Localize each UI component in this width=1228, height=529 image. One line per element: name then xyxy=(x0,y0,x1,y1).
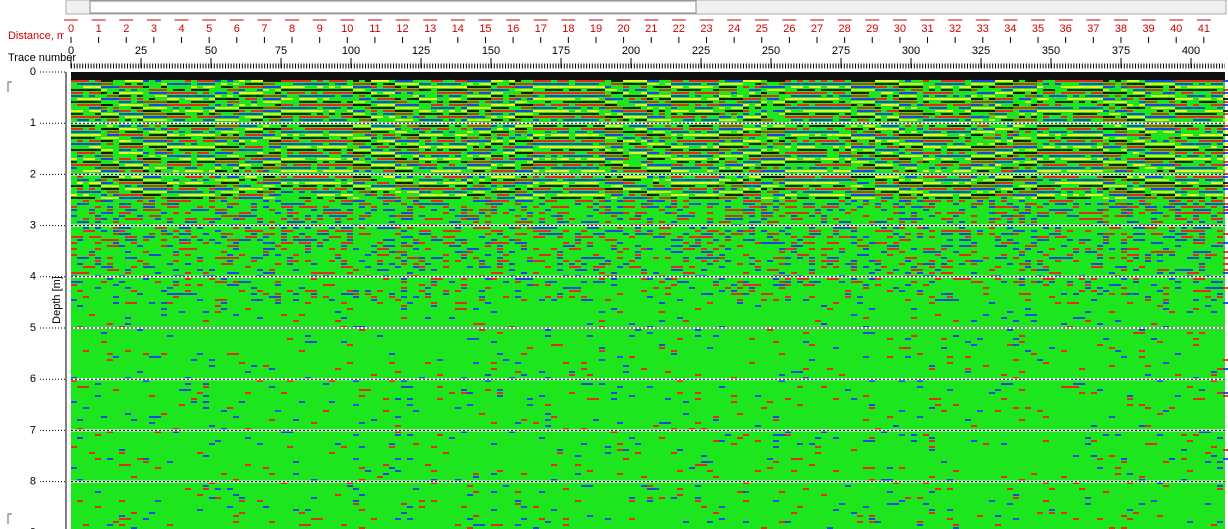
distance-tick-label: 40 xyxy=(1170,23,1182,35)
trace-tick-label: 275 xyxy=(832,45,850,57)
distance-tick-label: 41 xyxy=(1198,23,1210,35)
trace-tick-label: 225 xyxy=(692,45,710,57)
distance-tick-label: 17 xyxy=(535,23,547,35)
depth-tick-label: 8 xyxy=(30,476,36,488)
distance-tick-label: 15 xyxy=(479,23,491,35)
distance-tick-label: 2 xyxy=(123,23,129,35)
distance-tick-label: 20 xyxy=(617,23,629,35)
scrollbar-thumb[interactable] xyxy=(90,1,696,13)
distance-tick-label: 12 xyxy=(396,23,408,35)
page: Distance, m Trace number Depth [m] 01234… xyxy=(0,0,1228,529)
distance-tick-label: 29 xyxy=(866,23,878,35)
distance-tick-label: 24 xyxy=(728,23,740,35)
direct-wave xyxy=(71,72,1225,80)
distance-tick-label: 18 xyxy=(562,23,574,35)
trace-tick-label: 250 xyxy=(762,45,780,57)
depth-tick-label: 1 xyxy=(30,117,36,129)
trace-tick-label: 175 xyxy=(552,45,570,57)
distance-tick-label: 14 xyxy=(452,23,464,35)
depth-tick-label: 0 xyxy=(30,66,36,78)
distance-tick-label: 0 xyxy=(68,23,74,35)
distance-tick-label: 28 xyxy=(839,23,851,35)
distance-tick-label: 23 xyxy=(700,23,712,35)
distance-tick-label: 22 xyxy=(673,23,685,35)
depth-tick-label: 6 xyxy=(30,373,36,385)
distance-tick-label: 25 xyxy=(756,23,768,35)
distance-tick-label: 35 xyxy=(1032,23,1044,35)
distance-tick-label: 21 xyxy=(645,23,657,35)
depth-tick-label: 7 xyxy=(30,424,36,436)
distance-tick-label: 39 xyxy=(1142,23,1154,35)
depth-tick-label: 2 xyxy=(30,168,36,180)
distance-tick-label: 8 xyxy=(289,23,295,35)
trace-tick-label: 350 xyxy=(1042,45,1060,57)
distance-tick-label: 36 xyxy=(1060,23,1072,35)
distance-tick-label: 26 xyxy=(783,23,795,35)
distance-tick-label: 37 xyxy=(1087,23,1099,35)
trace-tick-label: 50 xyxy=(205,45,217,57)
distance-tick-label: 1 xyxy=(96,23,102,35)
distance-tick-label: 32 xyxy=(949,23,961,35)
distance-tick-label: 13 xyxy=(424,23,436,35)
trace-tick-label: 25 xyxy=(135,45,147,57)
distance-tick-label: 30 xyxy=(894,23,906,35)
trace-tick-label: 100 xyxy=(342,45,360,57)
distance-tick-label: 5 xyxy=(206,23,212,35)
distance-tick-label: 38 xyxy=(1115,23,1127,35)
distance-tick-label: 19 xyxy=(590,23,602,35)
depth-tick-label: 5 xyxy=(30,322,36,334)
trace-tick-label: 200 xyxy=(622,45,640,57)
trace-tick-label: 375 xyxy=(1112,45,1130,57)
distance-tick-label: 33 xyxy=(977,23,989,35)
distance-axis-label: Distance, m xyxy=(8,30,66,42)
distance-tick-label: 11 xyxy=(369,23,380,35)
trace-tick-label: 150 xyxy=(482,45,500,57)
trace-tick-label: 325 xyxy=(972,45,990,57)
radargram-view: Distance, m Trace number Depth [m] 01234… xyxy=(0,0,1228,529)
distance-tick-label: 27 xyxy=(811,23,823,35)
distance-tick-label: 3 xyxy=(151,23,157,35)
distance-tick-label: 4 xyxy=(178,23,184,35)
distance-tick-label: 31 xyxy=(921,23,933,35)
distance-tick-label: 16 xyxy=(507,23,519,35)
trace-tick-label: 125 xyxy=(412,45,430,57)
depth-axis-label: Depth [m] xyxy=(51,276,63,324)
distance-tick-label: 6 xyxy=(234,23,240,35)
distance-tick-label: 7 xyxy=(261,23,267,35)
trace-tick-label: 400 xyxy=(1182,45,1200,57)
trace-axis-label: Trace number xyxy=(8,52,76,64)
distance-tick-label: 34 xyxy=(1004,23,1016,35)
trace-tick-label: 0 xyxy=(68,45,74,57)
depth-tick-label: 4 xyxy=(30,271,36,283)
trace-tick-label: 75 xyxy=(275,45,287,57)
distance-tick-label: 10 xyxy=(341,23,353,35)
trace-tick-label: 300 xyxy=(902,45,920,57)
depth-tick-label: 3 xyxy=(30,220,36,232)
distance-tick-label: 9 xyxy=(317,23,323,35)
